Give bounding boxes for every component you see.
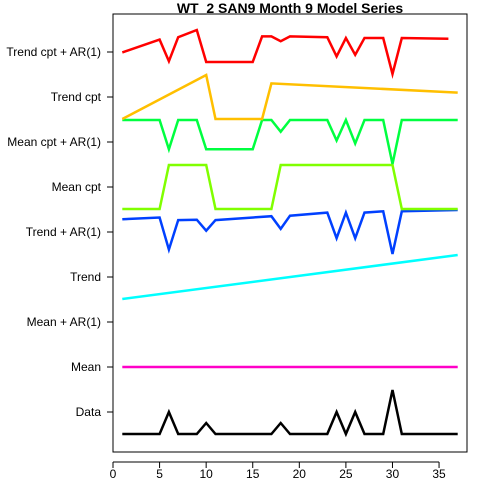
y-label-mean-cpt-ar-1: Mean cpt + AR(1) [7, 135, 101, 149]
y-label-trend-cpt: Trend cpt [51, 90, 102, 104]
x-tick-label: 5 [156, 467, 163, 480]
series-line-trend-cpt [121, 73, 458, 121]
series-line-trend [122, 253, 458, 301]
series-group [121, 28, 458, 438]
series-line-trend-cpt-ar-1 [121, 28, 449, 79]
x-tick-label: 20 [293, 467, 307, 480]
x-tick-label: 15 [246, 467, 260, 480]
y-label-trend-ar-1: Trend + AR(1) [26, 225, 101, 239]
series-line-mean-cpt-ar-1 [122, 116, 458, 165]
x-tick-label: 30 [386, 467, 400, 480]
y-label-mean-ar-1: Mean + AR(1) [27, 315, 101, 329]
chart-title: WT_2 SAN9 Month 9 Model Series [177, 0, 404, 16]
plot-frame [112, 13, 468, 453]
y-axis-labels: Data Mean Mean + AR(1) Trend Trend + AR(1) Me… [6, 45, 113, 419]
series-line-trend-ar-1 [122, 208, 458, 255]
y-label-mean: Mean [71, 360, 101, 374]
series-line-data [122, 389, 458, 438]
x-tick-label: 35 [432, 467, 446, 480]
x-axis: 0 5 10 15 20 25 30 35 [110, 461, 446, 480]
series-line-mean-cpt [122, 163, 458, 211]
x-tick-label: 10 [199, 467, 213, 480]
y-label-data: Data [76, 405, 102, 419]
y-label-trend-cpt-ar-1: Trend cpt + AR(1) [6, 45, 101, 59]
x-tick-label: 0 [110, 467, 117, 480]
y-label-mean-cpt: Mean cpt [52, 180, 102, 194]
x-tick-label: 25 [339, 467, 353, 480]
y-label-trend: Trend [70, 270, 101, 284]
